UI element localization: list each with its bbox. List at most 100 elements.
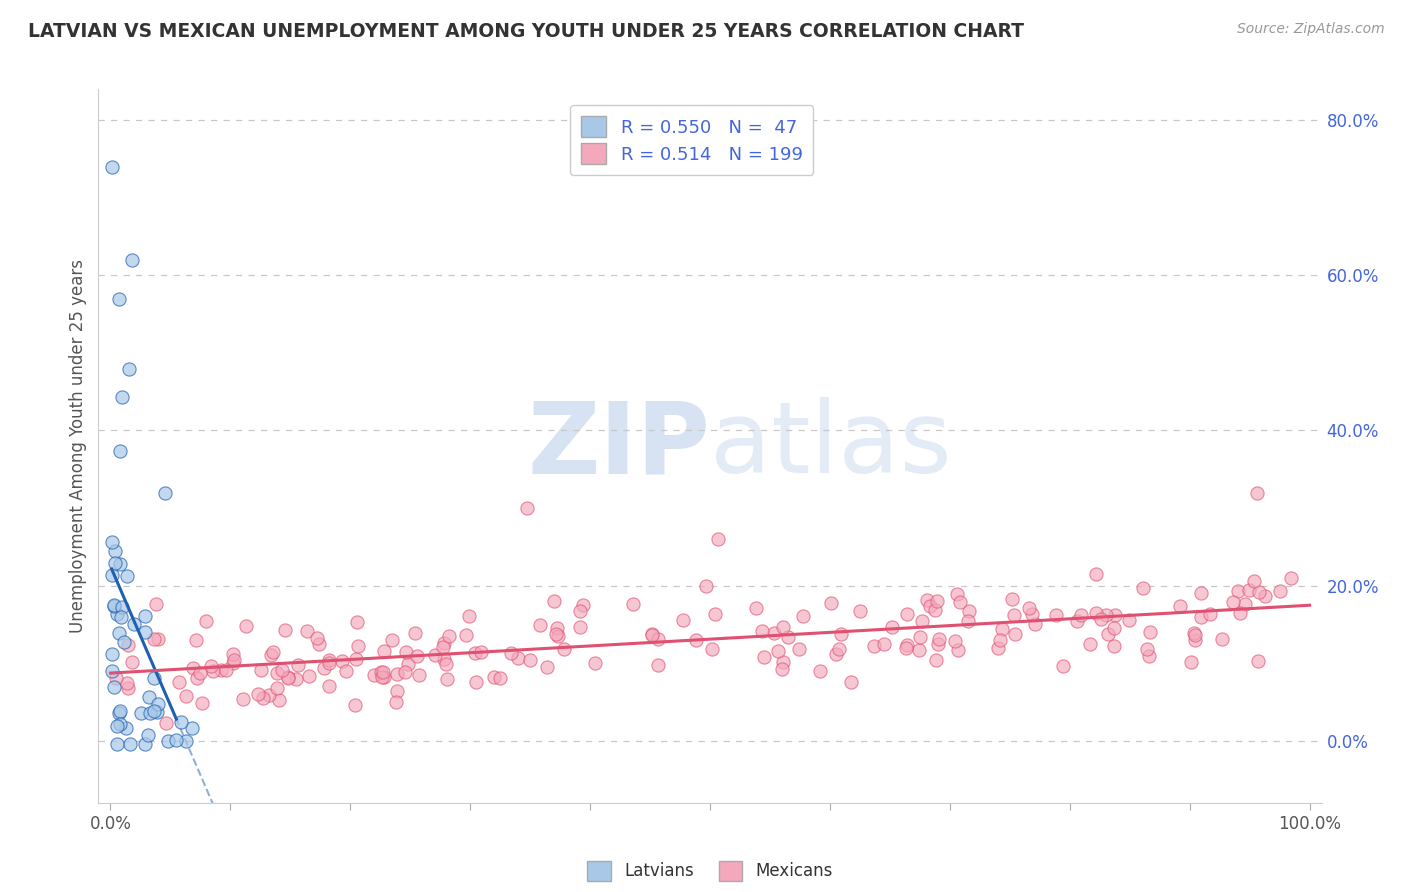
Point (395, 645, 418, 659)
Point (839, 674, 862, 689)
Point (100, 567, 122, 582)
Point (108, 626, 131, 640)
Point (896, 640, 918, 655)
Point (915, 592, 938, 607)
Point (121, 655, 143, 669)
Point (194, 614, 217, 628)
Point (751, 624, 773, 638)
Point (1045, 607, 1067, 622)
Point (1199, 607, 1222, 621)
Point (103, 598, 125, 612)
Point (946, 587, 969, 601)
Point (949, 595, 972, 609)
Point (202, 664, 225, 678)
Point (516, 501, 538, 516)
Point (394, 665, 416, 679)
Point (312, 661, 335, 675)
Point (105, 737, 128, 751)
Point (437, 629, 460, 643)
Point (928, 632, 950, 646)
Point (284, 672, 307, 686)
Point (318, 657, 340, 671)
Point (108, 717, 131, 731)
Point (1279, 571, 1302, 585)
Point (100, 534, 122, 549)
Point (122, 617, 145, 632)
Point (1268, 584, 1291, 599)
Point (529, 618, 551, 632)
Point (330, 654, 353, 668)
Point (863, 639, 886, 653)
Point (155, 485, 177, 500)
Point (156, 734, 179, 748)
Point (546, 621, 568, 635)
Point (702, 641, 724, 656)
Point (925, 653, 948, 667)
Point (142, 671, 165, 685)
Point (543, 594, 565, 608)
Point (703, 607, 725, 622)
Point (1078, 637, 1101, 651)
Point (134, 624, 156, 639)
Point (115, 569, 138, 583)
Point (136, 728, 159, 742)
Point (115, 676, 138, 690)
Point (1168, 599, 1191, 613)
Point (433, 652, 456, 666)
Text: ZIP: ZIP (527, 398, 710, 494)
Point (115, 721, 138, 735)
Text: LATVIAN VS MEXICAN UNEMPLOYMENT AMONG YOUTH UNDER 25 YEARS CORRELATION CHART: LATVIAN VS MEXICAN UNEMPLOYMENT AMONG YO… (28, 22, 1024, 41)
Point (373, 665, 395, 679)
Point (1024, 617, 1046, 632)
Point (266, 665, 288, 680)
Point (318, 679, 340, 693)
Point (373, 644, 395, 658)
Point (568, 620, 591, 634)
Point (946, 642, 969, 657)
Point (232, 691, 254, 706)
Point (108, 706, 131, 721)
Point (583, 656, 606, 670)
Point (343, 698, 366, 712)
Point (1139, 625, 1161, 640)
Point (454, 628, 477, 642)
Point (308, 637, 330, 651)
Point (458, 608, 481, 623)
Point (143, 632, 166, 646)
Point (110, 444, 132, 458)
Point (277, 670, 299, 684)
Point (235, 618, 257, 632)
Point (873, 637, 896, 651)
Point (752, 650, 775, 665)
Point (808, 664, 831, 678)
Point (824, 647, 846, 661)
Point (318, 653, 340, 667)
Point (274, 623, 297, 637)
Point (908, 631, 931, 645)
Point (250, 663, 273, 677)
Point (423, 648, 446, 663)
Point (408, 668, 430, 682)
Point (1237, 583, 1260, 598)
Point (100, 664, 122, 678)
Point (134, 609, 156, 624)
Point (277, 671, 299, 685)
Point (1004, 626, 1026, 640)
Point (772, 620, 794, 634)
Point (1102, 621, 1125, 635)
Point (508, 651, 530, 665)
Point (1254, 589, 1277, 603)
Point (927, 637, 949, 651)
Point (145, 597, 167, 611)
Point (772, 656, 794, 670)
Point (1222, 595, 1244, 609)
Point (174, 734, 197, 748)
Point (762, 626, 785, 640)
Point (346, 615, 368, 630)
Point (129, 706, 152, 721)
Point (1136, 641, 1159, 656)
Point (262, 645, 284, 659)
Point (434, 657, 457, 672)
Point (295, 624, 318, 638)
Point (641, 627, 664, 641)
